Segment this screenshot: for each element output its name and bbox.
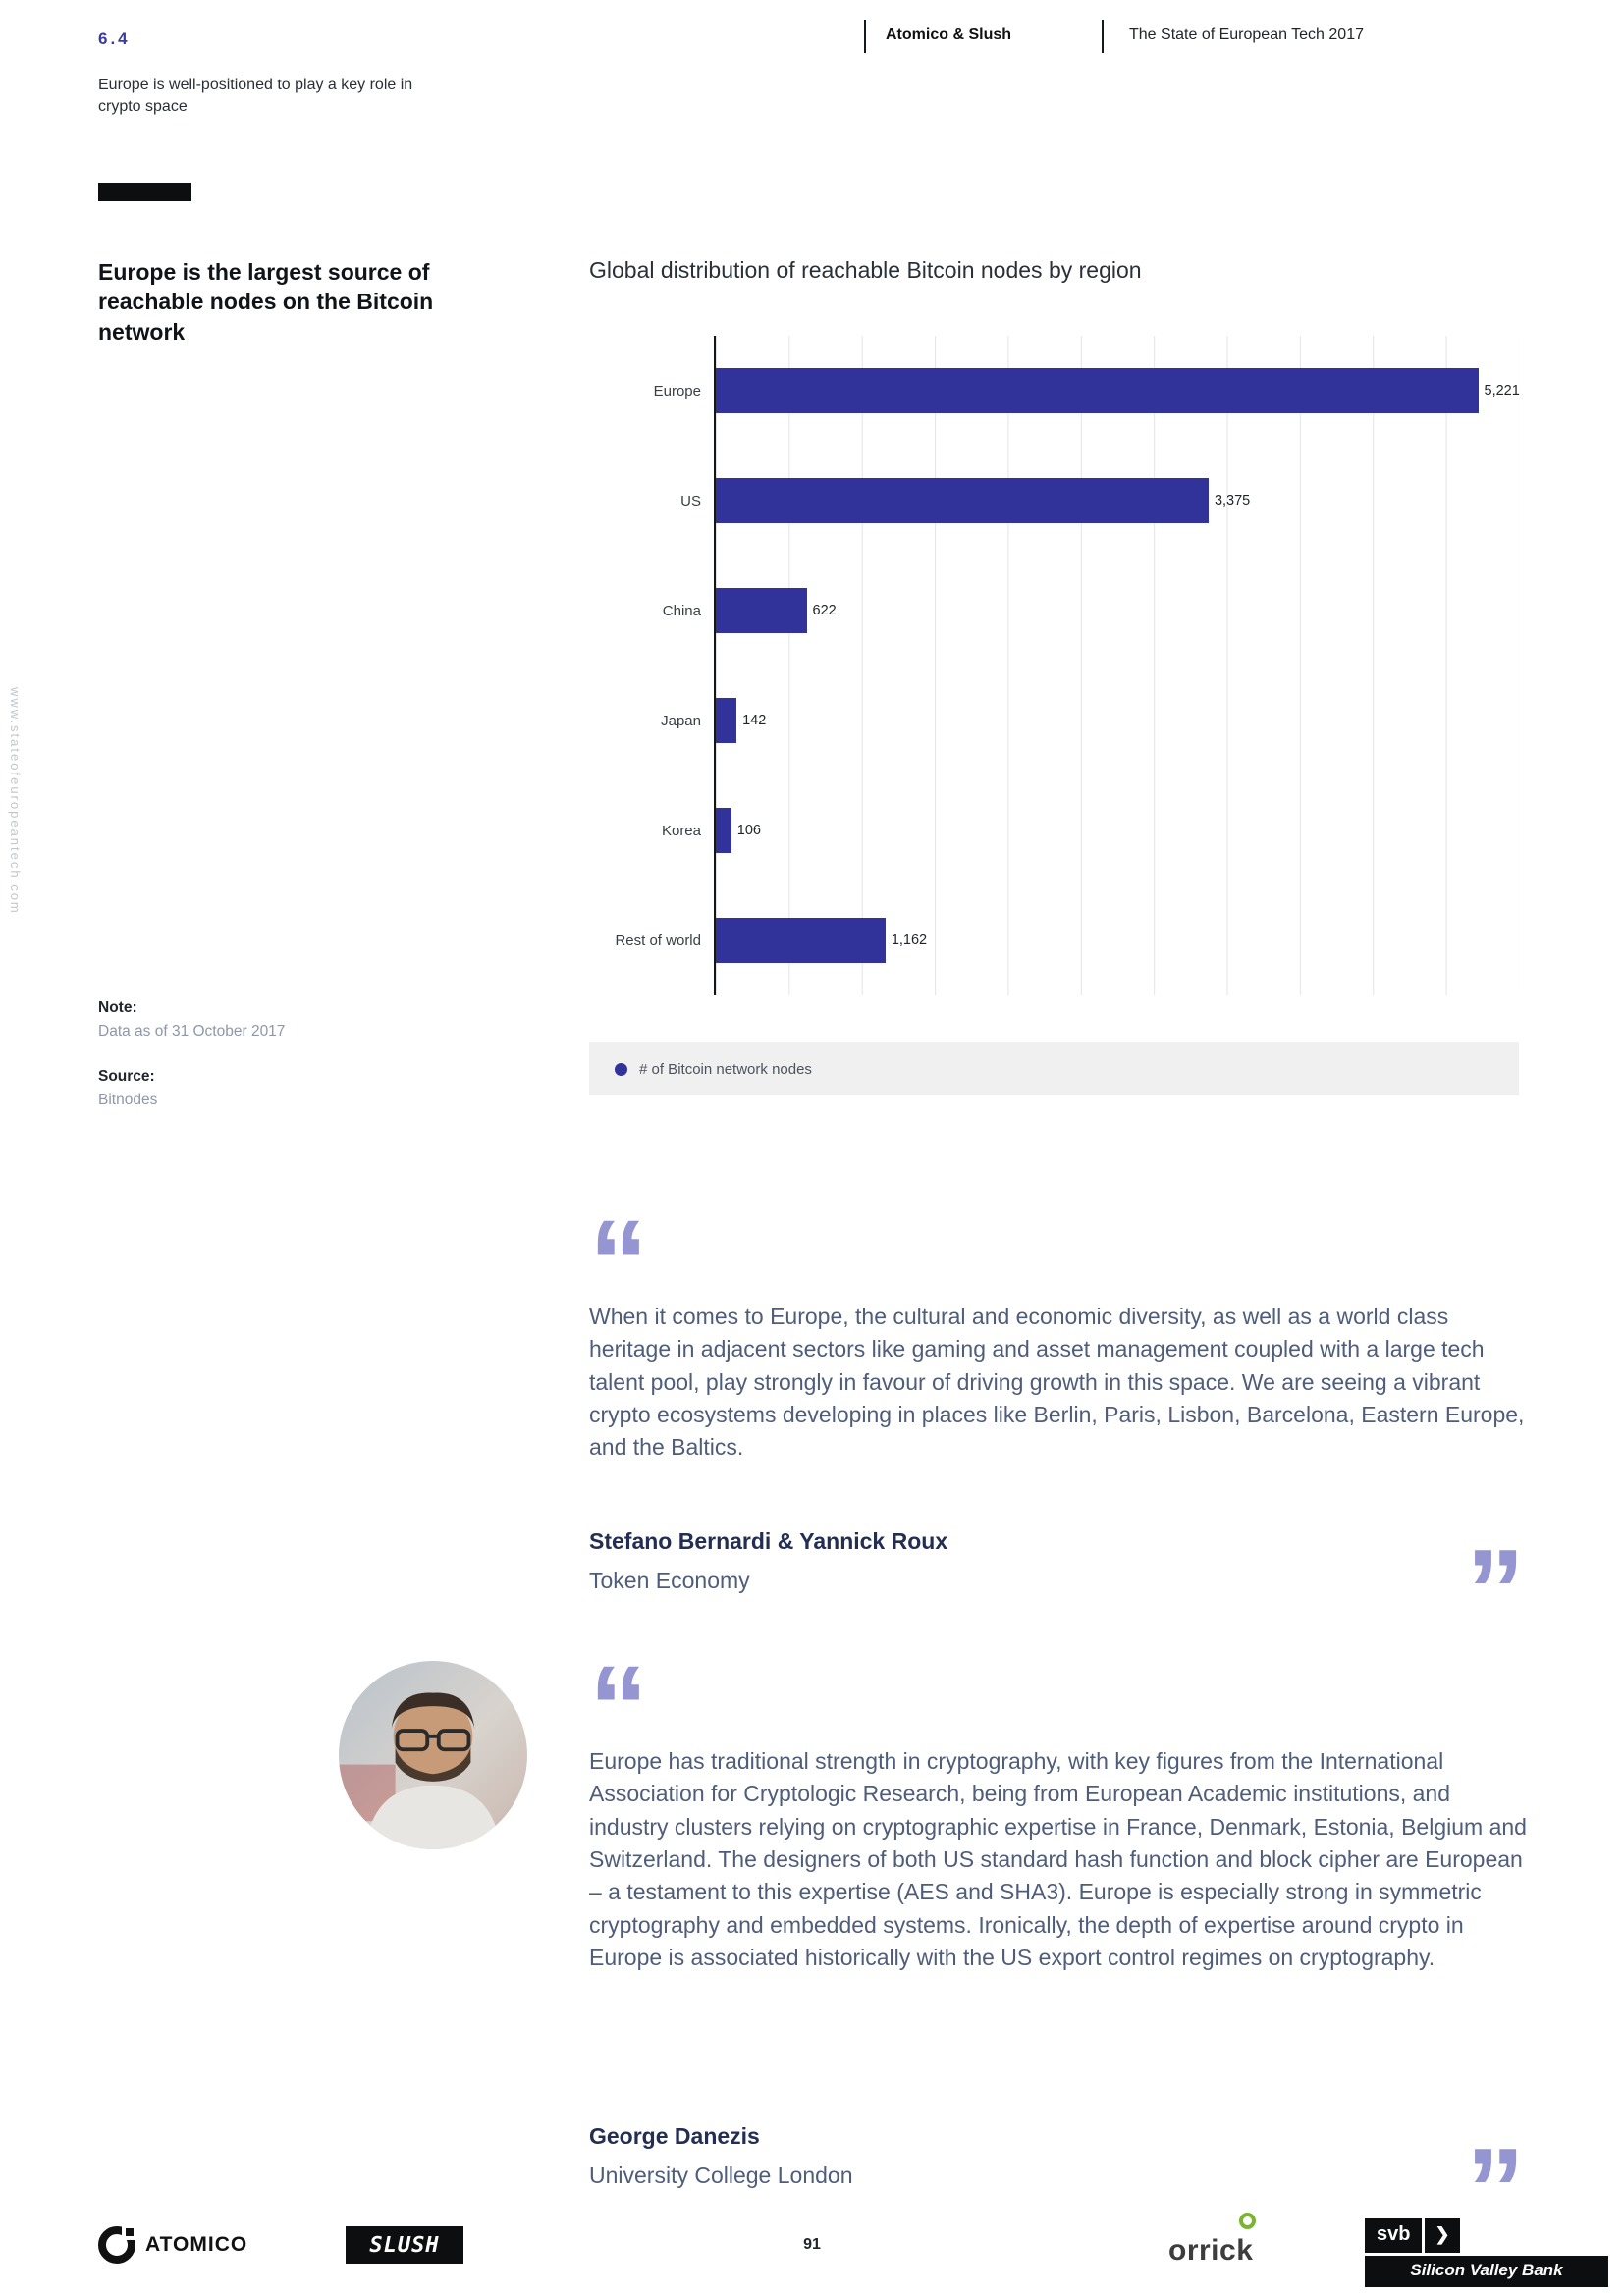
quote-author: Stefano Bernardi & Yannick Roux — [589, 1528, 948, 1554]
bar-korea — [716, 808, 731, 853]
close-quote-icon: ” — [1466, 2124, 1525, 2256]
category-label: US — [680, 492, 701, 509]
open-quote-icon: “ — [589, 1641, 648, 1773]
category-label: Korea — [661, 822, 701, 839]
header-brand: Atomico & Slush — [886, 27, 1012, 43]
bar-value: 5,221 — [1484, 383, 1520, 399]
legend-label: # of Bitcoin network nodes — [639, 1060, 812, 1078]
category-label: Japan — [661, 712, 701, 729]
page-number: 91 — [803, 2236, 821, 2253]
quote-text: Europe has traditional strength in crypt… — [589, 1748, 1527, 1971]
atomico-logo: ATOMICO — [98, 2226, 247, 2264]
bar-europe — [716, 368, 1479, 413]
bar-rest-of-world — [716, 918, 886, 963]
quote-affiliation: Token Economy — [589, 1568, 750, 1593]
category-label: China — [662, 602, 701, 619]
quote-text: When it comes to Europe, the cultural an… — [589, 1304, 1525, 1461]
source-label: Source: — [98, 1068, 155, 1085]
slush-logo: SLUSH — [346, 2226, 463, 2264]
avatar — [339, 1661, 527, 1849]
category-label: Europe — [653, 382, 701, 400]
bar-us — [716, 478, 1209, 523]
legend-dot-icon — [615, 1062, 627, 1076]
bar-value: 1,162 — [891, 933, 928, 948]
chart-title: Global distribution of reachable Bitcoin… — [589, 257, 1142, 283]
report-title: The State of European Tech 2017 — [1129, 27, 1364, 43]
quote-author: George Danezis — [589, 2123, 760, 2149]
bar-value: 142 — [742, 713, 767, 728]
atomico-label: ATOMICO — [145, 2233, 248, 2256]
header-divider — [1102, 20, 1104, 53]
note-text: Data as of 31 October 2017 — [98, 1023, 286, 1040]
chart-legend: # of Bitcoin network nodes — [589, 1042, 1519, 1095]
section-marker — [98, 183, 191, 201]
chart-row: Rest of world 1,162 — [615, 885, 1519, 995]
section-number: 6.4 — [98, 29, 131, 48]
chart-row: Japan 142 — [661, 666, 1519, 775]
section-subtitle: Europe is well-positioned to play a key … — [98, 77, 413, 115]
open-quote-icon: “ — [589, 1196, 648, 1327]
close-quote-icon: ” — [1466, 1525, 1525, 1657]
silicon-valley-bank-label: Silicon Valley Bank — [1365, 2256, 1608, 2287]
orrick-logo: orrick — [1168, 2213, 1256, 2268]
watermark: www.stateofeuropeantech.com — [8, 687, 23, 915]
svb-label: svb — [1365, 2218, 1423, 2253]
header-divider — [864, 20, 866, 53]
bar-chart: Europe 5,221 US 3,375 China 622 Japan 14… — [615, 336, 1520, 995]
chart-row: Europe 5,221 — [654, 336, 1520, 446]
note-label: Note: — [98, 999, 137, 1016]
atomico-icon — [98, 2226, 135, 2264]
chart-row: Korea 106 — [662, 775, 1519, 885]
bar-japan — [716, 698, 737, 743]
orrick-label: orrick — [1168, 2234, 1254, 2267]
quote-affiliation: University College London — [589, 2163, 853, 2188]
chart-row: US 3,375 — [680, 446, 1519, 556]
orrick-ring-icon — [1239, 2213, 1256, 2229]
bar-value: 3,375 — [1214, 493, 1251, 508]
note-block: Note: Data as of 31 October 2017 — [98, 999, 285, 1041]
bar-value: 622 — [812, 603, 837, 618]
page-heading: Europe is the largest source of reachabl… — [98, 259, 434, 345]
bar-value: 106 — [736, 823, 761, 838]
category-label: Rest of world — [615, 932, 701, 949]
svb-chevron-icon: ❯ — [1425, 2218, 1460, 2253]
svb-logo: svb ❯ Silicon Valley Bank — [1365, 2218, 1608, 2287]
source-block: Source: Bitnodes — [98, 1068, 157, 1109]
chart-row: China 622 — [663, 556, 1519, 666]
source-text: Bitnodes — [98, 1092, 158, 1108]
bar-china — [716, 588, 807, 633]
